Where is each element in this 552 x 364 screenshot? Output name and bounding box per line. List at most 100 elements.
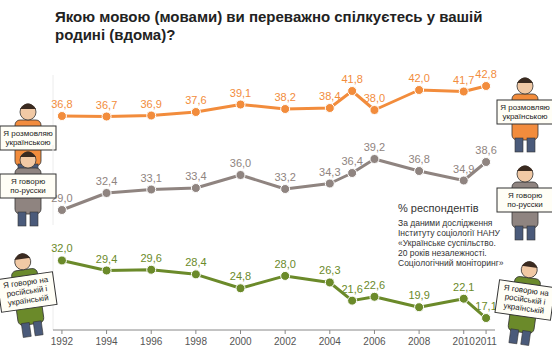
sign-board [0,272,57,312]
figure-hair [517,166,533,172]
figure-head [14,253,32,271]
point [415,86,424,95]
point [281,271,290,280]
point [459,176,468,185]
point [236,284,245,293]
sign: Я говорю наросійській іукраїнській [0,272,57,312]
title: Якою мовою (мовами) ви переважно спілкує… [55,8,483,43]
data-label: 34,9 [453,163,474,175]
sign-figure: Я говорю наросійській іукраїнській [0,249,61,339]
sign-text: Я розмовляюукраїнською [3,129,53,147]
sign-text: Я говорюпо-русски [507,191,543,209]
point [459,87,468,96]
figure-leg [18,212,26,226]
sign: Я говорюпо-русски [0,174,56,198]
sign-board [0,126,56,150]
point [415,167,424,176]
point [415,303,424,312]
figure-leg [33,321,43,336]
figure-hair [522,260,539,268]
x-tick-label: 2010 [453,336,476,347]
annotation: «Українське суспільство. [398,238,496,248]
point [102,266,111,275]
figure-leg [527,138,535,152]
x-tick [106,330,107,334]
point [236,100,245,109]
figure-head [20,104,36,120]
x-tick-label: 2006 [363,336,386,347]
point [459,294,468,303]
figure-hair [517,78,533,84]
point [102,112,111,121]
data-label: 34,3 [319,166,340,178]
plot-area [57,82,490,122]
annotation: 20 років незалежності. [398,248,487,258]
text-line: українській [503,301,545,316]
x-tick [486,330,487,334]
chart-svg: Якою мовою (мовами) ви переважно спілкує… [0,0,552,364]
point [147,265,156,274]
data-label: 38,4 [319,90,340,102]
point [482,158,491,167]
data-label: 42,0 [408,72,429,84]
data-label: 33,1 [141,172,162,184]
text-line: українською [502,112,547,121]
x-tick-label: 1998 [185,336,208,347]
x-tick-label: 2004 [319,336,342,347]
data-label: 38,6 [475,144,496,156]
sign-board [497,188,552,212]
x-tick [285,330,286,334]
text-line: Якою мовою (мовами) ви переважно спілкує… [55,8,483,25]
data-label: 39,1 [230,87,251,99]
data-label: 36,7 [96,99,117,111]
text-line: по-русски [10,186,46,195]
x-tick-label: 2000 [229,336,252,347]
sign-text: Я говорю наросійській іукраїнській [3,275,52,308]
point [236,171,245,180]
point [325,104,334,113]
text-line: родині (вдома)? [55,26,175,43]
point [57,112,66,121]
figure-hair [14,252,31,260]
x-tick [463,330,464,334]
data-label: 37,6 [185,94,206,106]
sign-figure: Я розмовляюукраїнською [497,78,552,153]
x-tick [329,330,330,334]
x-tick [151,330,152,334]
point [348,169,357,178]
text-line: Я говорю [11,177,45,186]
figure-head [517,166,533,182]
point [57,256,66,265]
figure-head [517,78,533,94]
sign-text: Я розмовляюукраїнською [500,103,550,121]
data-label: 33,4 [185,170,206,182]
point [281,185,290,194]
sign-figure: Я говорюпо-русски [497,166,552,241]
data-label: 38,0 [364,92,385,104]
figure-leg [30,212,38,226]
text-line: Я розмовляю [500,103,550,112]
x-axis [53,330,495,331]
x-tick-label: 2008 [408,336,431,347]
point [191,108,200,117]
plot-area [57,256,490,323]
data-label: 41,8 [341,73,362,85]
x-tick-label: 1994 [95,336,118,347]
figure-leg [515,138,523,152]
point [57,206,66,215]
data-label: 26,3 [319,264,340,276]
point [281,105,290,114]
text-line: українською [5,138,50,147]
data-label: 22,6 [364,279,385,291]
text-line: українській [7,293,49,308]
data-label: 36,4 [341,155,362,167]
data-label: 32,0 [51,242,72,254]
point [191,184,200,193]
figure-leg [515,226,523,240]
data-label: 36,8 [408,153,429,165]
x-tick [374,330,375,334]
sign-figure: Я розмовляюукраїнською [0,104,56,179]
figure-leg [21,322,31,337]
subtitle: % респондентів [398,202,479,214]
x-tick [61,330,62,334]
